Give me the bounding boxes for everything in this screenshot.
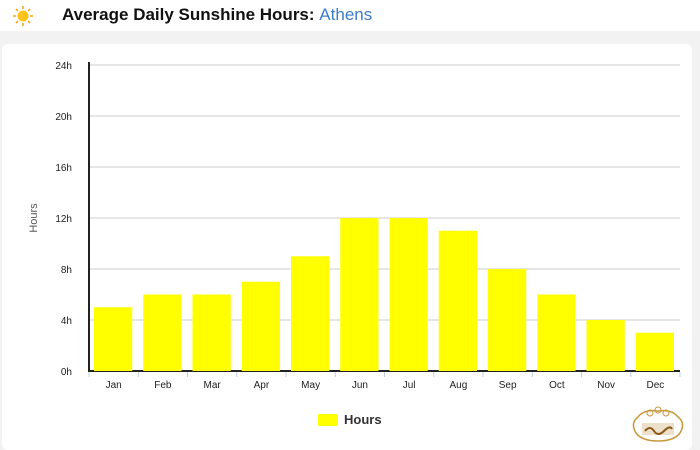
x-tick-label: Jun — [352, 380, 368, 391]
x-tick-label: Dec — [646, 380, 664, 391]
watermark-logo — [632, 406, 684, 442]
bar-jul — [389, 218, 428, 371]
x-tick-label: Feb — [154, 380, 172, 391]
y-tick-label: 16h — [55, 163, 72, 174]
x-axis-ticks: Jan Feb Mar Apr May Jun Jul Aug Sep Oct Nov Dec — [88, 372, 681, 391]
x-tick-label: Aug — [449, 380, 467, 391]
bar-nov — [586, 320, 625, 371]
x-tick-label: May — [301, 380, 320, 391]
y-tick-label: 20h — [55, 112, 72, 123]
title-text: Average Daily Sunshine Hours: — [62, 5, 315, 24]
legend-swatch — [318, 413, 338, 426]
y-tick-label: 4h — [61, 316, 72, 327]
bar-jun — [340, 218, 379, 371]
y-tick-label: 8h — [61, 265, 72, 276]
x-tick-label: Mar — [204, 380, 222, 391]
x-tick-label: Sep — [499, 380, 517, 391]
bar-mar — [192, 294, 231, 371]
bar-aug — [438, 230, 477, 371]
bar-sep — [488, 269, 527, 371]
x-tick-label: Nov — [597, 380, 615, 391]
x-tick-label: Jan — [106, 380, 122, 391]
y-tick-label: 12h — [55, 214, 72, 225]
bar-feb — [143, 294, 182, 371]
x-tick-label: Jul — [403, 380, 416, 391]
bar-jan — [94, 307, 133, 371]
bar-oct — [537, 294, 576, 371]
header: Average Daily Sunshine Hours: Athens — [0, 0, 700, 31]
legend-item[interactable]: Hours — [318, 412, 382, 427]
bar-apr — [241, 281, 280, 371]
legend-label: Hours — [344, 412, 382, 427]
sun-icon — [13, 6, 33, 26]
x-tick-label: Apr — [254, 380, 270, 391]
y-tick-label: 24h — [55, 61, 72, 72]
bar-may — [291, 256, 330, 371]
x-tick-label: Oct — [549, 380, 565, 391]
bar-dec — [635, 332, 674, 371]
city-name: Athens — [319, 5, 373, 24]
page-title: Average Daily Sunshine Hours: Athens — [62, 5, 372, 25]
bars — [94, 218, 674, 371]
gridlines — [88, 62, 680, 372]
y-tick-label: 0h — [61, 367, 72, 378]
y-axis-label: Hours — [28, 203, 40, 233]
y-axis-ticks: 0h 4h 8h 12h 16h 20h 24h — [55, 61, 72, 378]
